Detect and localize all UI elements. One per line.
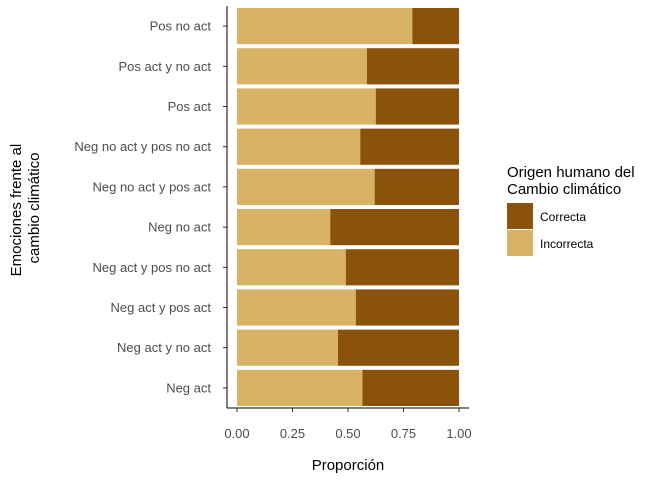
bar-neg-act-y-pos-act-incorrecta: [237, 289, 356, 326]
y-tick-label: Neg act y no act: [117, 340, 211, 355]
legend-swatch-correcta: [507, 203, 533, 229]
legend-label-incorrecta: Incorrecta: [540, 237, 594, 251]
bar-pos-act-incorrecta: [237, 88, 376, 125]
bar-neg-no-act-correcta: [330, 209, 459, 246]
y-tick-label: Neg act y pos act: [111, 300, 212, 315]
x-tick-label: 0.00: [224, 426, 249, 441]
bar-neg-act-y-pos-act-correcta: [355, 289, 459, 326]
bar-neg-no-act-y-pos-no-act-correcta: [360, 128, 459, 165]
legend: Origen humano del Cambio climático Corre…: [507, 164, 635, 256]
y-axis-title-line-2: cambio climático: [26, 153, 43, 264]
bars-group: [237, 8, 459, 406]
x-tick-labels: 0.00 0.25 0.50 0.75 1.00: [224, 426, 471, 441]
x-tick-label: 1.00: [446, 426, 471, 441]
bar-neg-act-y-no-act-correcta: [338, 329, 459, 366]
bar-neg-no-act-incorrecta: [237, 209, 331, 246]
bar-pos-act-y-no-act-correcta: [366, 48, 459, 85]
bar-neg-act-y-no-act-incorrecta: [237, 329, 339, 366]
y-axis-title: Emociones frente al cambio climático: [8, 140, 43, 277]
bar-neg-no-act-y-pos-act-incorrecta: [237, 168, 375, 205]
y-tick-label: Neg no act: [148, 220, 211, 235]
x-tick-label: 0.25: [280, 426, 305, 441]
bar-neg-no-act-y-pos-act-correcta: [374, 168, 459, 205]
x-tick-label: 0.75: [391, 426, 416, 441]
bar-neg-act-y-pos-no-act-correcta: [345, 249, 459, 286]
bar-pos-act-y-no-act-incorrecta: [237, 48, 367, 85]
y-tick-label: Pos act: [168, 99, 212, 114]
bar-neg-act-incorrecta: [237, 369, 363, 406]
x-tick-marks: [236, 408, 460, 412]
bar-neg-no-act-y-pos-no-act-incorrecta: [237, 128, 361, 165]
y-tick-label: Pos no act: [150, 19, 212, 34]
legend-label-correcta: Correcta: [540, 210, 586, 224]
legend-title-line-1: Origen humano del: [507, 164, 635, 181]
y-axis-title-line-1: Emociones frente al: [8, 144, 25, 277]
bar-neg-act-correcta: [362, 369, 459, 406]
legend-items: Correcta Incorrecta: [507, 203, 594, 256]
x-axis-title: Proporción: [312, 457, 385, 474]
legend-swatch-incorrecta: [507, 230, 533, 256]
y-tick-label: Neg no act y pos no act: [74, 139, 211, 154]
bar-pos-act-correcta: [375, 88, 459, 125]
y-tick-label: Neg act: [166, 380, 211, 395]
legend-title-line-2: Cambio climático: [507, 181, 621, 198]
bar-pos-no-act-incorrecta: [237, 8, 413, 45]
bar-neg-act-y-pos-no-act-incorrecta: [237, 249, 346, 286]
y-tick-label: Neg act y pos no act: [92, 260, 211, 275]
y-tick-label: Pos act y no act: [119, 59, 212, 74]
y-tick-labels: Pos no act Pos act y no act Pos act Neg no …: [74, 19, 227, 395]
y-tick-label: Neg no act y pos act: [92, 179, 211, 194]
x-tick-label: 0.50: [335, 426, 360, 441]
bar-pos-no-act-correcta: [412, 8, 459, 45]
